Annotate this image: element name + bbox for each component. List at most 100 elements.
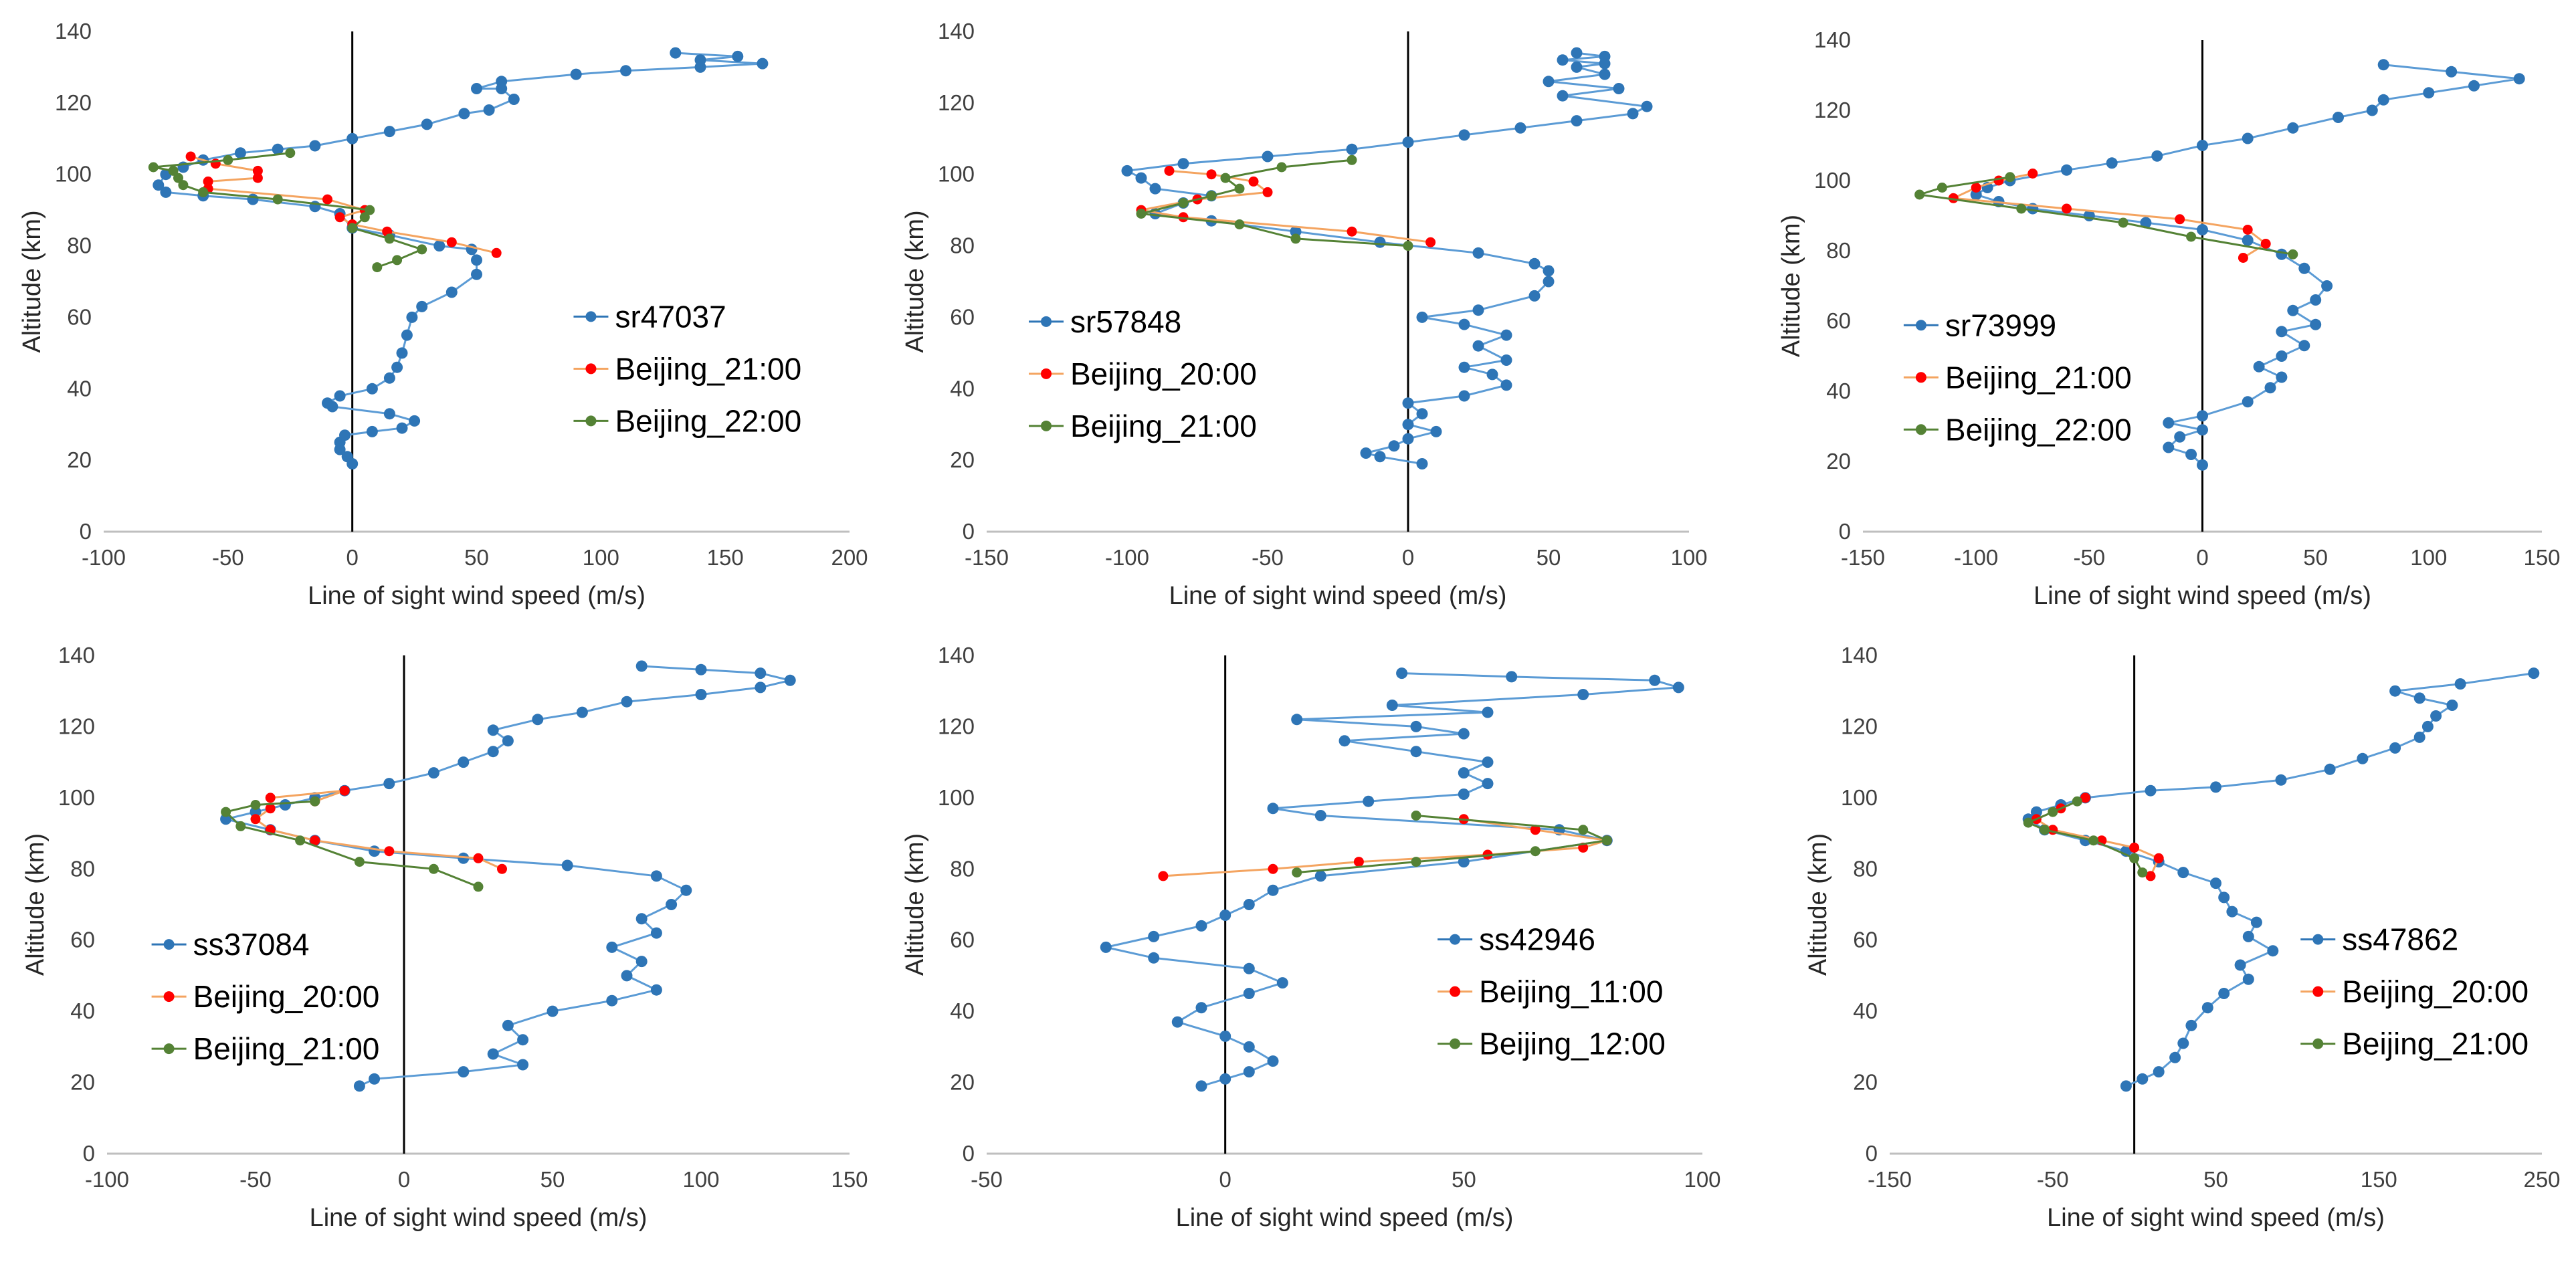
data-point bbox=[1347, 154, 1357, 165]
data-point bbox=[365, 205, 375, 215]
y-tick-label: 100 bbox=[938, 162, 975, 187]
legend-entry: Beijing_11:00 bbox=[1479, 974, 1663, 1009]
data-point bbox=[2163, 441, 2175, 453]
data-point bbox=[1557, 54, 1569, 66]
data-point bbox=[1500, 354, 1512, 366]
data-point bbox=[2185, 449, 2197, 460]
data-point bbox=[2234, 959, 2246, 971]
data-point bbox=[2129, 842, 2140, 853]
data-point bbox=[2201, 1002, 2213, 1014]
data-point bbox=[1206, 169, 1217, 180]
data-point bbox=[1158, 871, 1169, 881]
data-point bbox=[1458, 318, 1470, 330]
y-tick-label: 140 bbox=[938, 19, 975, 43]
data-point bbox=[2153, 853, 2164, 863]
y-tick-label: 60 bbox=[1853, 928, 1878, 952]
data-point bbox=[1219, 1073, 1231, 1085]
data-point bbox=[650, 984, 662, 996]
data-point bbox=[2446, 66, 2458, 78]
y-tick-label: 80 bbox=[1853, 856, 1878, 881]
data-point bbox=[234, 147, 246, 159]
data-point bbox=[517, 1034, 529, 1046]
data-point bbox=[1268, 863, 1278, 874]
data-point bbox=[2040, 825, 2050, 835]
series-Beijing_21:00 bbox=[185, 151, 502, 258]
data-point bbox=[1601, 835, 1612, 846]
data-point bbox=[1416, 311, 1428, 323]
data-point bbox=[383, 778, 395, 790]
x-tick-label: 50 bbox=[464, 545, 489, 570]
data-point bbox=[1178, 198, 1189, 208]
data-point bbox=[1599, 68, 1611, 80]
data-point bbox=[2413, 692, 2425, 704]
data-point bbox=[1243, 988, 1255, 999]
data-point bbox=[2175, 214, 2185, 225]
data-point bbox=[2242, 396, 2254, 408]
data-point bbox=[1571, 61, 1583, 73]
y-tick-label: 20 bbox=[70, 1070, 95, 1095]
data-point bbox=[1402, 419, 1414, 431]
data-point bbox=[198, 187, 209, 197]
y-tick-label: 40 bbox=[1853, 998, 1878, 1023]
chart-panel-top-middle: 0 20 40 60 80 100 120 140 -150 -100 -50 0 50 100 Line … bbox=[901, 19, 1708, 610]
legend-entry: Beijing_21:00 bbox=[193, 1031, 380, 1066]
x-tick-label: -100 bbox=[82, 545, 126, 570]
data-point bbox=[2080, 793, 2090, 803]
data-point bbox=[247, 193, 259, 205]
data-point bbox=[2298, 262, 2310, 274]
data-point bbox=[178, 180, 189, 191]
data-point bbox=[2120, 1080, 2132, 1092]
y-tick-label: 40 bbox=[950, 998, 975, 1023]
data-point bbox=[354, 857, 365, 867]
y-axis-label: Altitude (km) bbox=[901, 833, 929, 976]
y-tick-label: 80 bbox=[950, 856, 975, 881]
data-point bbox=[2153, 1066, 2165, 1078]
y-tick-label: 120 bbox=[58, 714, 95, 738]
data-point bbox=[694, 54, 706, 66]
data-point bbox=[2169, 1051, 2181, 1063]
y-axis-label: Altitude (km) bbox=[21, 833, 49, 976]
data-point bbox=[2030, 806, 2042, 818]
data-point bbox=[334, 212, 345, 223]
chart-panel-bottom-left: 0 20 40 60 80 100 120 140 -100 -50 0 50 100 150 Line o… bbox=[21, 643, 868, 1232]
data-point bbox=[1482, 706, 1494, 718]
data-point bbox=[446, 237, 457, 247]
data-point bbox=[2061, 164, 2072, 176]
data-point bbox=[2088, 835, 2099, 846]
data-point bbox=[1528, 257, 1541, 270]
data-point bbox=[1506, 671, 1518, 683]
data-point bbox=[1248, 176, 1259, 187]
legend-swatch-marker bbox=[1041, 316, 1052, 327]
data-point bbox=[384, 846, 395, 857]
data-point bbox=[2287, 304, 2299, 316]
data-point bbox=[1458, 856, 1470, 868]
data-point bbox=[383, 408, 395, 420]
x-tick-label: -150 bbox=[1841, 545, 1885, 570]
data-point bbox=[2185, 1019, 2197, 1031]
data-point bbox=[2218, 891, 2230, 904]
legend-swatch-marker bbox=[1041, 368, 1052, 379]
y-tick-label: 100 bbox=[55, 162, 92, 187]
data-point bbox=[2210, 877, 2221, 889]
legend-entry: Beijing_21:00 bbox=[1070, 409, 1257, 443]
data-point bbox=[153, 179, 165, 191]
data-point bbox=[1993, 175, 2004, 186]
data-point bbox=[221, 807, 231, 817]
data-point bbox=[471, 268, 482, 280]
data-point bbox=[2226, 906, 2238, 918]
data-point bbox=[322, 397, 333, 409]
data-point bbox=[1914, 189, 1925, 200]
data-point bbox=[2298, 340, 2310, 352]
data-point bbox=[1206, 191, 1217, 201]
x-tick-label: 200 bbox=[831, 545, 868, 570]
legend-entry: ss47862 bbox=[2342, 922, 2458, 957]
legend-swatch-marker bbox=[585, 311, 597, 322]
data-point bbox=[1500, 329, 1512, 341]
series-line bbox=[254, 789, 503, 870]
data-point bbox=[185, 151, 196, 162]
data-point bbox=[1430, 425, 1442, 437]
data-point bbox=[2454, 678, 2466, 690]
data-point bbox=[547, 1005, 559, 1017]
x-tick-label: 150 bbox=[831, 1167, 868, 1192]
x-tick-label: -50 bbox=[1252, 545, 1284, 570]
